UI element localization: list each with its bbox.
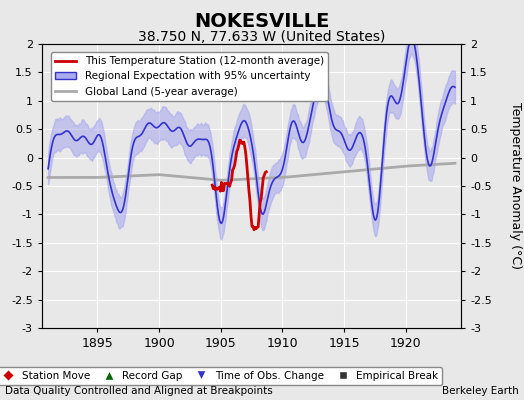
Text: NOKESVILLE: NOKESVILLE (194, 12, 330, 31)
Text: Data Quality Controlled and Aligned at Breakpoints: Data Quality Controlled and Aligned at B… (5, 386, 273, 396)
Y-axis label: Temperature Anomaly (°C): Temperature Anomaly (°C) (509, 102, 521, 270)
Text: 38.750 N, 77.633 W (United States): 38.750 N, 77.633 W (United States) (138, 30, 386, 44)
Text: Berkeley Earth: Berkeley Earth (442, 386, 519, 396)
Legend: Station Move, Record Gap, Time of Obs. Change, Empirical Break: Station Move, Record Gap, Time of Obs. C… (0, 367, 442, 385)
